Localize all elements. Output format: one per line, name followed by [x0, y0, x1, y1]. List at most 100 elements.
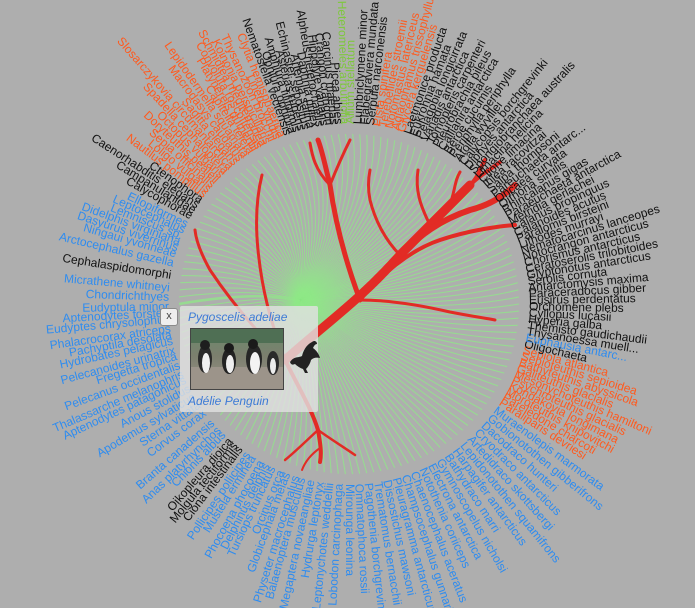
tree-branch	[181, 275, 301, 301]
highlighted-branch	[468, 158, 487, 187]
tree-branch	[299, 144, 409, 301]
leaf-label[interactable]: Chondrichthyes	[86, 287, 170, 304]
popup-common-name[interactable]: Adélie Penguin	[188, 394, 269, 408]
tree-branch	[299, 299, 441, 448]
tree-branch	[299, 209, 491, 301]
tree-branch	[299, 153, 429, 301]
tree-branch	[299, 275, 517, 301]
tree-branch	[203, 215, 301, 301]
tree-branch	[178, 294, 301, 306]
popup-scientific-name[interactable]: Pygoscelis adeliae	[188, 310, 288, 324]
highlighted-branch	[448, 170, 462, 207]
tree-branch	[220, 192, 301, 301]
leaf-label[interactable]: Allium stellatum	[343, 40, 358, 124]
tree-branch	[299, 261, 514, 301]
tree-branch	[299, 299, 520, 311]
tree-branch	[299, 299, 447, 444]
tree-branch	[188, 247, 301, 301]
leaf-label[interactable]: Mirounga leonina	[343, 484, 357, 576]
highlighted-branch	[315, 137, 363, 303]
tree-branch	[299, 168, 453, 301]
tree-branch	[257, 160, 303, 301]
tree-branch	[299, 160, 441, 301]
penguin-silhouette-icon	[290, 340, 320, 373]
tree-branch	[263, 156, 304, 301]
tree-branch	[299, 140, 320, 301]
tree-branch	[299, 247, 510, 301]
tree-branch	[299, 150, 422, 301]
highlighted-branch	[358, 223, 517, 302]
tree-branch	[299, 134, 362, 301]
species-photo	[190, 328, 284, 390]
leaf-label[interactable]: Lumbriclymene minor	[351, 9, 371, 124]
tree-branch	[299, 133, 349, 301]
tree-branch	[207, 209, 301, 301]
tree-branch	[299, 240, 508, 301]
tree-branch	[299, 299, 508, 368]
tree-branch	[299, 177, 464, 301]
tree-branch	[299, 299, 483, 411]
tree-branch	[299, 203, 487, 301]
tree-branch	[299, 299, 478, 416]
tree-branch	[299, 227, 502, 301]
tree-branch	[299, 135, 375, 301]
highlighted-branch	[358, 298, 497, 322]
tree-branch	[299, 299, 499, 387]
highlighted-branch	[316, 428, 357, 457]
tree-branch	[299, 299, 458, 436]
close-button[interactable]: x	[160, 308, 178, 326]
tree-branch	[240, 172, 301, 301]
highlighted-branch	[280, 180, 475, 365]
leaf-label[interactable]: Eusirus perdentatus	[529, 291, 636, 307]
leaf-label[interactable]: Heteromeles arbutifolia	[335, 1, 352, 125]
leaf-label[interactable]: Picea abies	[328, 62, 346, 125]
highlighted-branch	[415, 168, 432, 227]
highlighted-branch	[367, 168, 402, 257]
tree-branch	[299, 138, 324, 301]
tree-branch	[299, 299, 517, 333]
tree-branch	[190, 240, 301, 301]
leaf-label[interactable]: Orchomene plebs	[529, 299, 624, 315]
tree-branch	[299, 299, 505, 374]
tree-branch	[299, 299, 453, 440]
tree-branch	[299, 254, 512, 301]
tree-branch	[199, 221, 301, 301]
tree-branch	[179, 292, 301, 301]
tree-branch	[299, 156, 435, 301]
tree-branch	[299, 299, 464, 431]
highlighted-branch	[301, 447, 321, 471]
highlighted-branch	[283, 428, 320, 462]
tree-branch	[299, 135, 333, 301]
leaf-label[interactable]: Lobodon carcinophaga	[325, 483, 345, 606]
tree-branch	[282, 147, 310, 301]
tree-branch	[299, 299, 487, 405]
leaf-label[interactable]: Eudyptula minor	[82, 299, 169, 315]
tree-branch	[224, 187, 301, 301]
tree-branch	[299, 140, 396, 301]
tree-branch	[299, 136, 382, 301]
tree-branch	[299, 299, 518, 327]
leaf-label[interactable]: Hyperia galba	[528, 312, 603, 332]
tree-branch	[299, 299, 429, 456]
tree-branch	[299, 134, 344, 301]
leaf-label[interactable]: Aptenodytes forsteri	[62, 306, 169, 326]
highlighted-branch	[397, 182, 518, 258]
tree-branch	[215, 197, 301, 301]
tree-branch	[299, 299, 491, 399]
tree-branch	[299, 299, 502, 381]
tree-branch	[211, 203, 301, 301]
tree-branch	[299, 299, 422, 459]
leaf-label[interactable]: Ommatophoca rossii	[352, 483, 372, 594]
tree-branch	[269, 152, 306, 301]
tree-branch	[276, 149, 308, 301]
tree-branch	[299, 299, 474, 421]
tree-branch	[184, 261, 301, 301]
tree-branch	[299, 289, 519, 304]
leaf-label[interactable]: Cyllopus lucasii	[528, 306, 611, 324]
leaf-label[interactable]: Paraceradocus gibber	[528, 281, 646, 301]
tree-branch	[299, 299, 469, 426]
tree-branch	[234, 177, 301, 301]
tree-branch	[299, 268, 516, 301]
